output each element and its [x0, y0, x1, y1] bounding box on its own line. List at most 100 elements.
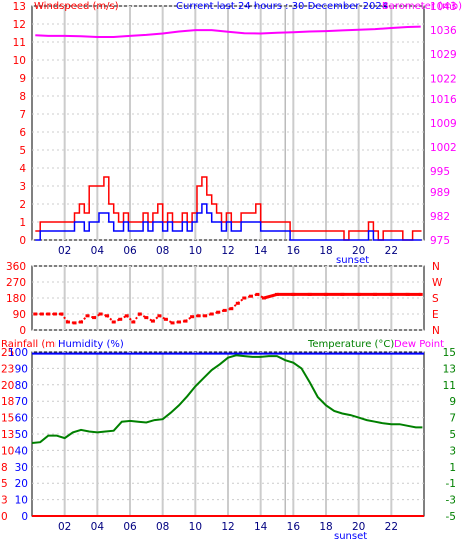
temperature-tick-label: -5 [446, 511, 456, 523]
rainfall-tick-label: 0 [1, 511, 8, 523]
wind-direction-trace [145, 316, 154, 322]
windspeed-tick-label: 7 [19, 109, 26, 121]
windspeed-tick-label: 8 [19, 91, 26, 103]
humidity-tick-label: 0 [21, 511, 28, 523]
wind-direction-series [33, 292, 423, 325]
hour-tick-label: 20 [352, 521, 365, 533]
temperature-tick-label: 11 [443, 380, 456, 392]
humidity-tick-label: 80 [15, 380, 28, 392]
wind-average-series [35, 203, 422, 241]
hour-tick-label: 12 [221, 245, 234, 257]
panel1-grid [32, 5, 424, 241]
panel1-sunset-label: sunset [336, 255, 369, 266]
hour-tick-label: 08 [156, 245, 169, 257]
windspeed-tick-label: 3 [19, 181, 26, 193]
windspeed-tick-label: 0 [19, 235, 26, 247]
temperature-tick-label: 15 [443, 347, 456, 359]
hour-tick-label: 02 [58, 245, 71, 257]
humidity-tick-label: 70 [15, 396, 28, 408]
windspeed-tick-label: 13 [13, 1, 26, 13]
temperature-axis-label: Temperature (°C) [307, 339, 394, 350]
rainfall-tick-label: 10 [1, 445, 14, 457]
rainfall-tick-label: 25 [1, 347, 14, 359]
dewpoint-axis-label: Dew Point [394, 339, 444, 350]
windspeed-tick-label: 6 [19, 127, 26, 139]
wind-direction-trace [230, 302, 239, 310]
wind-direction-trace [165, 318, 173, 324]
barometer-tick-label: 982 [430, 211, 450, 223]
windspeed-tick-label: 1 [19, 217, 26, 229]
wind-direction-trace [80, 315, 89, 323]
panel1-hour-ticks: 02 04 06 08 10 12 14 16 18 20 22 [58, 245, 398, 257]
direction-compass-label: W [432, 277, 443, 289]
wind-direction-trace [184, 315, 193, 322]
rainfall-tick-label: 13 [1, 429, 14, 441]
temperature-tick-label: 3 [449, 445, 456, 457]
wind-direction-trace [158, 314, 167, 321]
direction-compass-label: N [432, 325, 440, 337]
temperature-tick-label: 1 [449, 462, 456, 474]
humidity-tick-label: 10 [15, 495, 28, 507]
wind-direction-trace [237, 297, 245, 305]
hour-tick-label: 02 [58, 521, 71, 533]
barometer-tick-label: 1016 [430, 94, 457, 106]
barometer-tick-label: 1036 [430, 25, 457, 37]
barometer-axis-label: Barometer (mb) [382, 1, 462, 12]
wind-gust-line [35, 176, 422, 241]
hour-tick-label: 16 [287, 245, 301, 257]
direction-degree-ticks: 0 90 180 270 360 [6, 261, 26, 337]
barometer-tick-label: 1022 [430, 73, 457, 85]
humidity-tick-label: 30 [15, 462, 28, 474]
windspeed-tick-label: 5 [19, 145, 26, 157]
panel3-sunset-label: sunset [334, 531, 367, 542]
temperature-tick-label: -3 [446, 495, 456, 507]
windspeed-tick-label: 4 [19, 163, 26, 175]
wind-average-line [35, 203, 422, 241]
hour-tick-label: 10 [189, 521, 202, 533]
rainfall-tick-label: 5 [1, 478, 8, 490]
rainfall-tick-label: 23 [1, 363, 14, 375]
direction-compass-label: N [432, 261, 440, 273]
hour-tick-label: 04 [91, 521, 105, 533]
hour-tick-label: 04 [91, 245, 105, 257]
wind-direction-trace [119, 314, 128, 321]
wind-direction-trace [106, 315, 115, 323]
hour-tick-label: 20 [352, 245, 365, 257]
humidity-tick-label: 40 [15, 445, 28, 457]
barometer-tick-label: 1029 [430, 49, 457, 61]
panel2-grid [32, 265, 424, 331]
temperature-tick-label: 7 [449, 413, 456, 425]
hour-tick-label: 18 [319, 521, 332, 533]
humidity-ticks: 0 10 20 30 40 50 60 70 80 90 100 [8, 347, 28, 523]
windspeed-tick-label: 11 [13, 37, 26, 49]
barometer-tick-label: 1043 [430, 1, 457, 13]
direction-compass-label: E [432, 309, 439, 321]
humidity-axis-label: Humidity (%) [58, 339, 124, 350]
temperature-series [31, 354, 423, 444]
wind-direction-trace [256, 293, 265, 299]
humidity-tick-label: 50 [15, 429, 28, 441]
wind-direction-trace [152, 315, 161, 322]
temperature-tick-label: 5 [449, 429, 456, 441]
wind-direction-trace [93, 313, 102, 319]
direction-degree-label: 180 [6, 293, 26, 305]
windspeed-axis-label: Windspeed (m/s) [34, 1, 119, 12]
hour-tick-label: 14 [254, 521, 268, 533]
hour-tick-label: 10 [189, 245, 202, 257]
hour-tick-label: 16 [287, 521, 301, 533]
barometer-series [35, 25, 421, 38]
barometer-tick-label: 975 [430, 235, 450, 247]
hour-tick-label: 22 [385, 521, 398, 533]
hour-tick-label: 08 [156, 521, 169, 533]
direction-compass-label: S [432, 293, 439, 305]
barometer-tick-label: 995 [430, 166, 450, 178]
direction-degree-label: 0 [19, 325, 26, 337]
rainfall-tick-label: 3 [1, 495, 8, 507]
humidity-tick-label: 60 [15, 413, 28, 425]
rainfall-tick-label: 8 [1, 462, 8, 474]
